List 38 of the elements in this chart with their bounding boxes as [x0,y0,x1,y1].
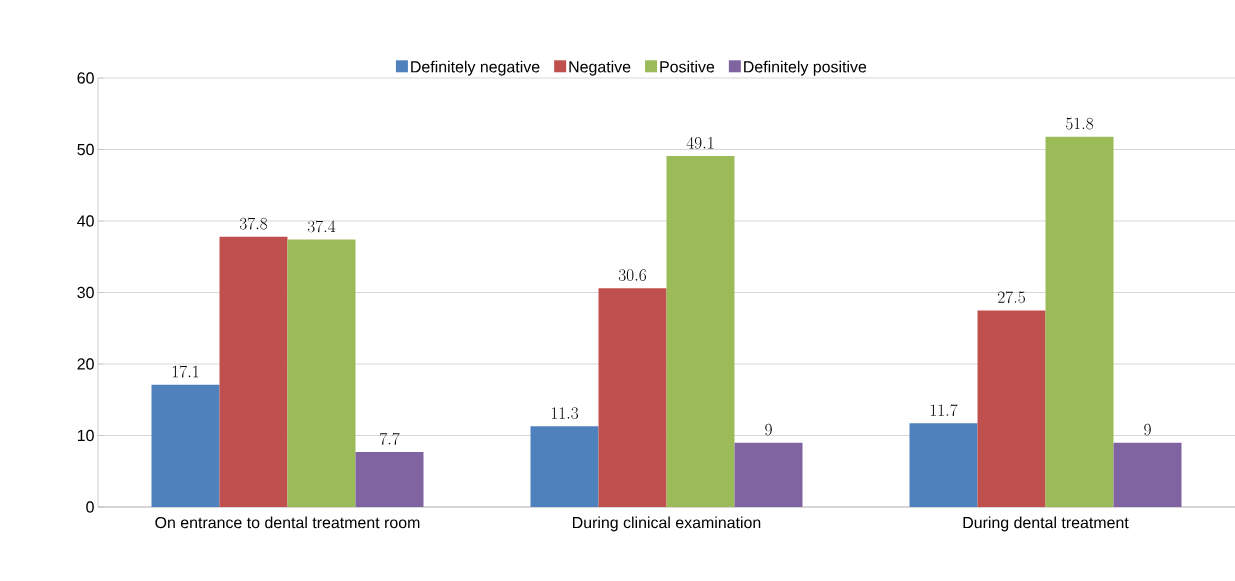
data-label: 37.4 [307,220,336,233]
bar [151,384,220,507]
data-label: 9 [765,423,772,436]
legend-label: Positive [660,60,715,73]
data-label: 49. 1 [686,136,714,149]
bar [355,451,424,507]
y-tick-label: 50 [77,143,94,156]
bar [666,155,735,507]
bar [734,442,803,507]
data-label: 27.5 [998,291,1025,304]
legend-label: Definitely negative [411,60,540,76]
legend-label: Negative [569,60,631,76]
bar [977,310,1046,507]
bar [1045,136,1114,507]
y-tick-label: 20 [77,358,94,370]
bar [1113,442,1182,507]
y-tick-label: 40 [77,215,94,227]
data-label: 51 .8 [1066,117,1094,130]
bar [598,288,667,507]
bar [219,236,288,507]
y-tick-label: 60 [77,72,94,84]
legend-label: Definitely positive [744,60,867,76]
x-tick-label: On entrance to dental treatment room [155,516,420,529]
bar [530,426,599,507]
bar [287,239,356,507]
data-label: 11 .7 [930,404,958,417]
x-tick-label: During clinical examination [573,516,761,532]
x-tick-label: During dental treatment [963,516,1129,532]
y-tick-label: 0 [86,501,94,513]
y-tick-label: 30 [77,286,94,299]
bar [909,423,978,507]
data-label: 30.6 [618,269,647,281]
data-label: 11 .3 [551,407,579,419]
data-label: 37.8 [239,217,268,230]
data-label: 17. 1 [172,365,199,378]
data-label: 7.7 [380,432,400,445]
data-label: 9 [1144,423,1151,436]
y-tick-label: 10 [77,429,94,442]
